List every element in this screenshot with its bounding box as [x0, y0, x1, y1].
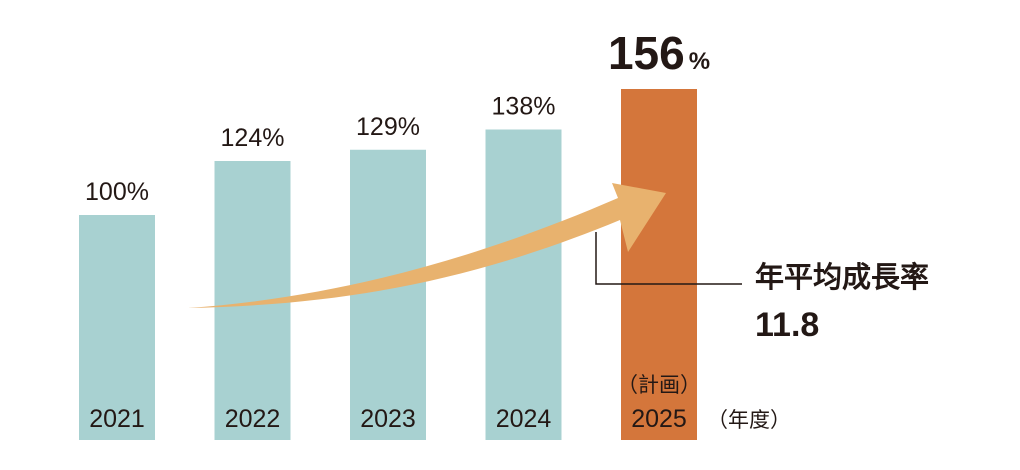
data-label-2025: 156% — [608, 27, 710, 79]
labels-group: 2021 100% 2022 124% 2023 129% 2024 138% 2025 156%… — [85, 27, 710, 433]
data-label-2022: 124% — [221, 124, 285, 152]
bar-2025 — [621, 89, 697, 440]
bar-2024 — [485, 129, 562, 440]
growth-arrow — [188, 183, 666, 308]
bars-group — [79, 89, 697, 440]
x-tick-label-2022: 2022 — [225, 405, 281, 433]
x-unit-label: （年度） — [707, 408, 791, 432]
x-tick-label-2024: 2024 — [496, 405, 552, 433]
bar-2023 — [350, 149, 426, 440]
cagr-label: 年平均成長率 — [755, 260, 929, 294]
x-tick-label-2023: 2023 — [360, 405, 416, 433]
data-label-2023: 129% — [356, 113, 420, 141]
cagr-value: 11.8 — [755, 306, 819, 344]
plan-note: （計画） — [617, 373, 701, 397]
bar-2021 — [79, 215, 155, 440]
data-label-2021: 100% — [85, 178, 149, 206]
x-tick-label-2021: 2021 — [89, 405, 145, 433]
annotation-leader-line — [595, 232, 742, 285]
x-tick-label-2025: 2025 — [631, 405, 687, 433]
data-label-2024: 138% — [492, 93, 556, 121]
